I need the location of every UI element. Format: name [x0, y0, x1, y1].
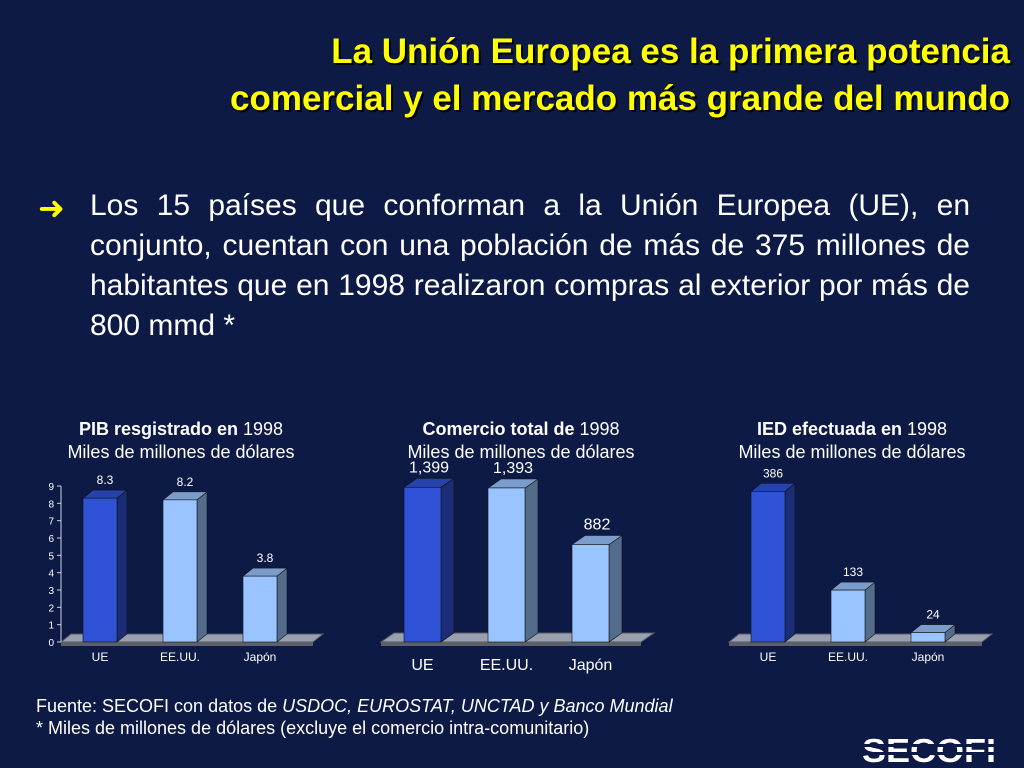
title-line-2: comercial y el mercado más grande del mu…	[230, 79, 1010, 118]
chart-title-year: 1998	[902, 419, 948, 439]
y-tick-label: 3	[48, 586, 54, 597]
chart-floor-edge	[61, 642, 313, 646]
bullet-text: Los 15 países que conforman a la Unión E…	[90, 189, 970, 342]
category-label: EE.UU.	[828, 650, 868, 664]
logo-stripe	[862, 752, 998, 755]
bar-UE	[750, 482, 796, 643]
chart-title: PIB resgistrado en 1998 Miles de millone…	[31, 418, 331, 464]
category-label: EE.UU.	[160, 650, 200, 664]
bar-value-label: 1,393	[493, 460, 533, 477]
y-tick-label: 4	[48, 569, 54, 580]
chart-svg: 1,399 UE 1,393 EE.UU. 882 Japón	[379, 459, 656, 674]
bar-side	[864, 581, 876, 643]
category-label: UE	[92, 650, 109, 664]
bar-side	[196, 491, 208, 643]
bar-front	[403, 486, 442, 643]
chart-svg: 0 1 2 3 4 5 6 7 8 9 8.3 UE 8.2 EE.UU. 3.8 Japón	[48, 473, 325, 664]
title-line-1: La Unión Europea es la primera potencia	[331, 32, 1010, 71]
bar-side	[784, 482, 796, 643]
arrow-bullet-icon: ➜	[38, 190, 65, 226]
chart-title: Comercio total de 1998 Miles de millones…	[371, 418, 671, 464]
bar-front	[910, 632, 946, 643]
secofi-logo: SECOFI	[862, 732, 998, 768]
category-label: Japón	[912, 650, 945, 664]
bar-front	[571, 544, 610, 643]
y-tick-label: 1	[48, 621, 54, 632]
y-tick-label: 9	[48, 482, 54, 493]
bar-value-label: 8.2	[177, 475, 194, 489]
footer-note: * Miles de millones de dólares (excluye …	[36, 718, 590, 738]
bar-UE	[403, 477, 455, 643]
chart-pib: PIB resgistrado en 1998 Miles de millone…	[31, 414, 331, 684]
bar-front	[750, 491, 786, 643]
chart-floor-edge	[729, 642, 982, 646]
bar-front	[82, 497, 118, 643]
bar-value-label: 386	[763, 466, 783, 480]
chart-title-year: 1998	[574, 419, 620, 439]
category-label: UE	[760, 650, 777, 664]
bar-value-label: 133	[843, 565, 863, 579]
y-tick-label: 2	[48, 603, 54, 614]
bar-front	[830, 589, 866, 643]
chart-comercio: Comercio total de 1998 Miles de millones…	[371, 414, 671, 684]
chart-title-bold: IED efectuada en	[756, 419, 902, 439]
bar-side	[608, 534, 623, 643]
bar-UE	[82, 489, 128, 643]
bar-Japón	[910, 624, 956, 643]
y-tick-label: 0	[48, 638, 54, 649]
chart-title: IED efectuada en 1998 Miles de millones …	[702, 418, 1002, 464]
bar-front	[162, 499, 198, 643]
bar-front	[487, 487, 526, 643]
logo-text: SECOFI	[862, 732, 996, 768]
footer-source: Fuente: SECOFI con datos de USDOC, EUROS…	[36, 695, 673, 739]
bar-EE.UU.	[830, 581, 876, 643]
chart-title-bold: Comercio total de	[422, 419, 575, 439]
chart-subtitle: Miles de millones de dólares	[67, 442, 295, 462]
bar-value-label: 8.3	[97, 473, 114, 487]
footer-prefix: Fuente: SECOFI con datos de	[36, 696, 283, 716]
chart-title-bold: PIB resgistrado en	[78, 419, 238, 439]
chart-svg: 386 UE 133 EE.UU. 24 Japón	[727, 466, 994, 664]
footer-sources: USDOC, EUROSTAT, UNCTAD y Banco Mundial	[282, 696, 673, 716]
bar-Japón	[571, 534, 623, 643]
bar-side	[116, 489, 128, 643]
bar-EE.UU.	[162, 491, 208, 643]
category-label: Japón	[244, 650, 277, 664]
bar-front	[242, 575, 278, 643]
bar-value-label: 1,399	[409, 459, 449, 476]
category-label: EE.UU.	[480, 657, 533, 674]
chart-floor-edge	[381, 642, 641, 646]
bar-side	[440, 477, 455, 643]
slide-title: La Unión Europea es la primera potencia …	[50, 28, 1010, 122]
y-tick-label: 5	[48, 551, 54, 562]
chart-title-year: 1998	[238, 419, 284, 439]
bar-value-label: 882	[584, 516, 611, 533]
chart-ied: IED efectuada en 1998 Miles de millones …	[702, 414, 1002, 684]
chart-subtitle: Miles de millones de dólares	[407, 442, 635, 462]
y-tick-label: 6	[48, 534, 54, 545]
y-tick-label: 8	[48, 499, 54, 510]
bar-side	[524, 478, 539, 643]
y-tick-label: 7	[48, 517, 54, 528]
chart-subtitle: Miles de millones de dólares	[738, 442, 966, 462]
bar-value-label: 3.8	[257, 551, 274, 565]
bar-value-label: 24	[926, 608, 940, 622]
bar-side	[276, 567, 288, 643]
bar-Japón	[242, 567, 288, 643]
bar-EE.UU.	[487, 478, 539, 643]
category-label: UE	[411, 657, 433, 674]
logo-stripe	[862, 744, 998, 747]
category-label: Japón	[569, 657, 613, 674]
